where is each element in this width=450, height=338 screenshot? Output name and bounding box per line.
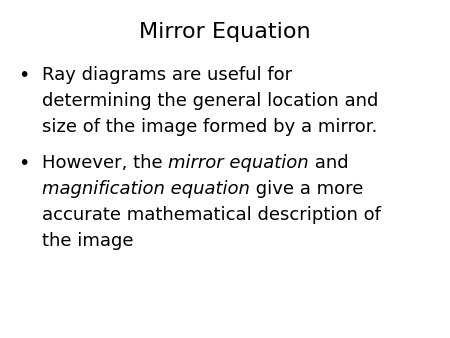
Text: give a more: give a more (250, 180, 363, 198)
Text: the image: the image (42, 232, 134, 250)
Text: Ray diagrams are useful for: Ray diagrams are useful for (42, 66, 292, 84)
Text: •: • (18, 154, 29, 173)
Text: Mirror Equation: Mirror Equation (139, 22, 311, 42)
Text: mirror equation: mirror equation (168, 154, 309, 172)
Text: •: • (18, 66, 29, 85)
Text: and: and (309, 154, 349, 172)
Text: accurate mathematical description of: accurate mathematical description of (42, 206, 381, 224)
Text: size of the image formed by a mirror.: size of the image formed by a mirror. (42, 118, 378, 136)
Text: However, the: However, the (42, 154, 168, 172)
Text: determining the general location and: determining the general location and (42, 92, 378, 110)
Text: magnification equation: magnification equation (42, 180, 250, 198)
